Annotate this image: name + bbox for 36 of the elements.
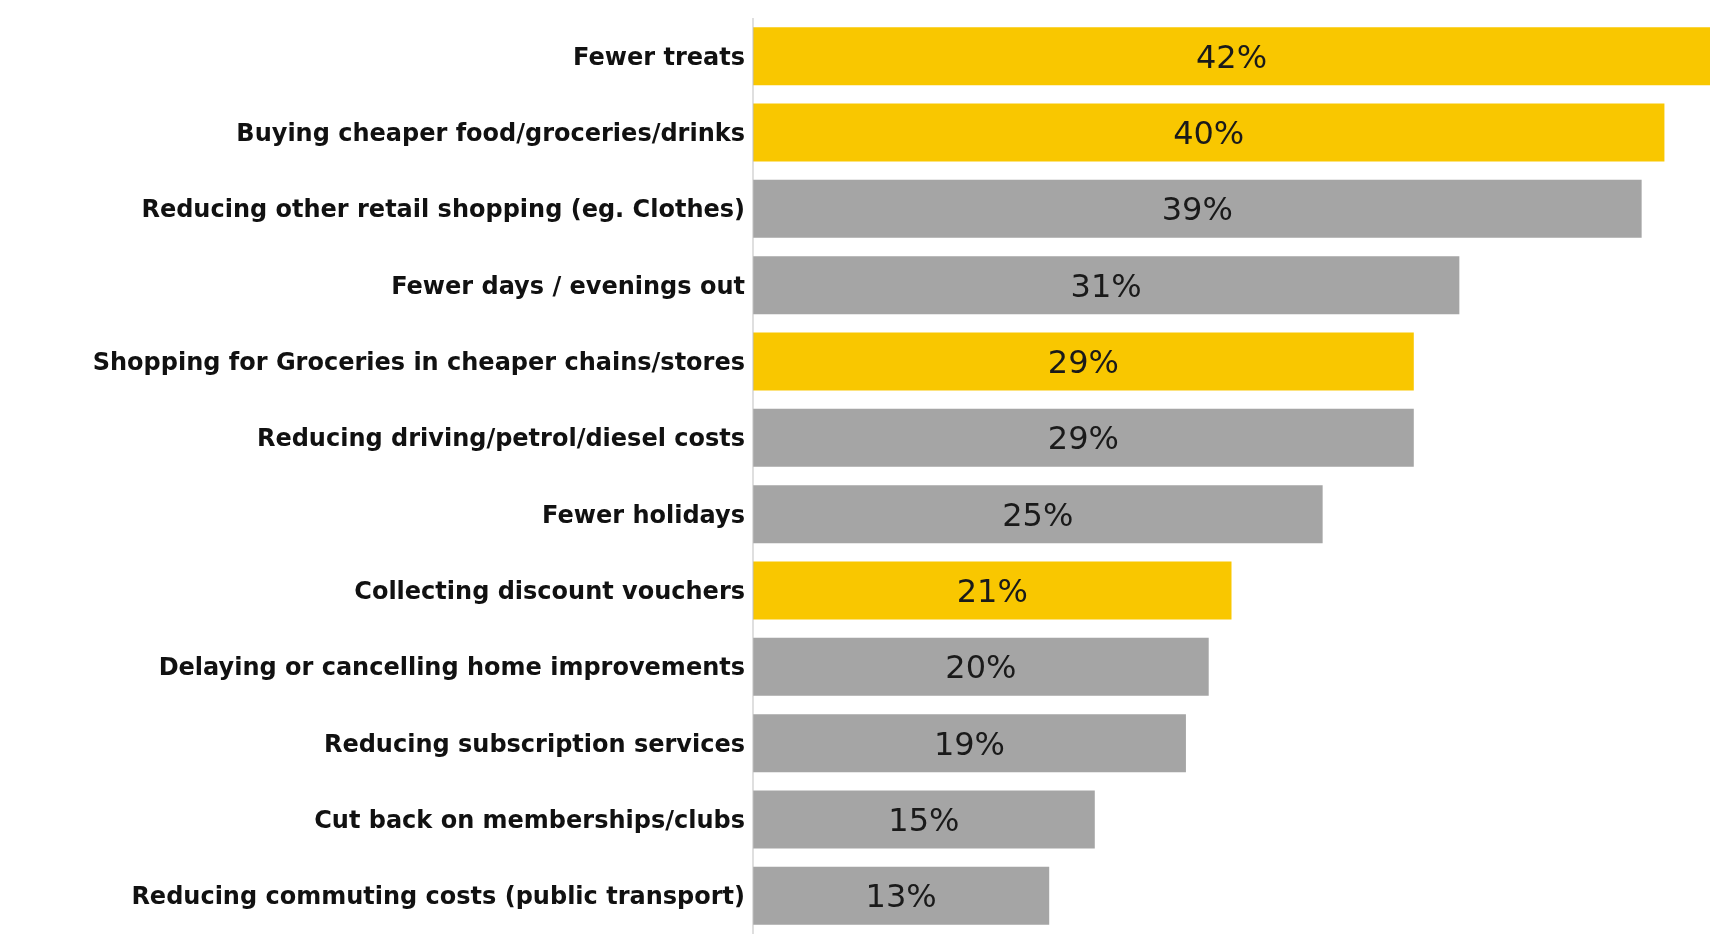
bar [753,256,1460,315]
data-label: 29% [1047,419,1119,458]
bar [753,714,1186,773]
y-tick-label: Fewer holidays [542,500,745,529]
data-label: 19% [933,724,1006,763]
data-label: 25% [1002,495,1074,534]
bar [753,179,1642,238]
y-tick-label: Delaying or cancelling home improvements [158,653,745,682]
bar [753,866,1050,925]
bar [753,485,1323,544]
bar [753,561,1232,620]
y-tick-label: Buying cheaper food/groceries/drinks [236,119,745,148]
y-tick-label: Reducing commuting costs (public transport) [131,882,745,911]
y-tick-label: Collecting discount vouchers [354,577,745,606]
bar [753,103,1665,162]
y-tick-label: Shopping for Groceries in cheaper chains/stores [92,348,745,377]
y-tick-label: Fewer treats [573,42,745,71]
data-label: 31% [1070,266,1142,305]
y-tick-label: Reducing subscription services [323,729,745,758]
bar [753,637,1209,696]
y-tick-label: Fewer days / evenings out [391,271,745,300]
y-tick-label: Reducing other retail shopping (eg. Clothes) [141,195,745,224]
data-label: 39% [1161,190,1233,229]
bar [753,408,1414,467]
data-label: 29% [1047,342,1119,381]
y-tick-label: Reducing driving/petrol/diesel costs [256,424,745,453]
data-label: 21% [956,571,1028,610]
bar [753,27,1710,86]
bar [753,332,1414,391]
bar [753,790,1095,849]
data-label: 40% [1173,113,1245,152]
data-label: 15% [888,800,960,839]
data-label: 13% [865,877,937,916]
y-tick-label: Cut back on memberships/clubs [314,806,745,835]
data-label: 42% [1195,37,1268,76]
data-label: 20% [945,648,1017,687]
